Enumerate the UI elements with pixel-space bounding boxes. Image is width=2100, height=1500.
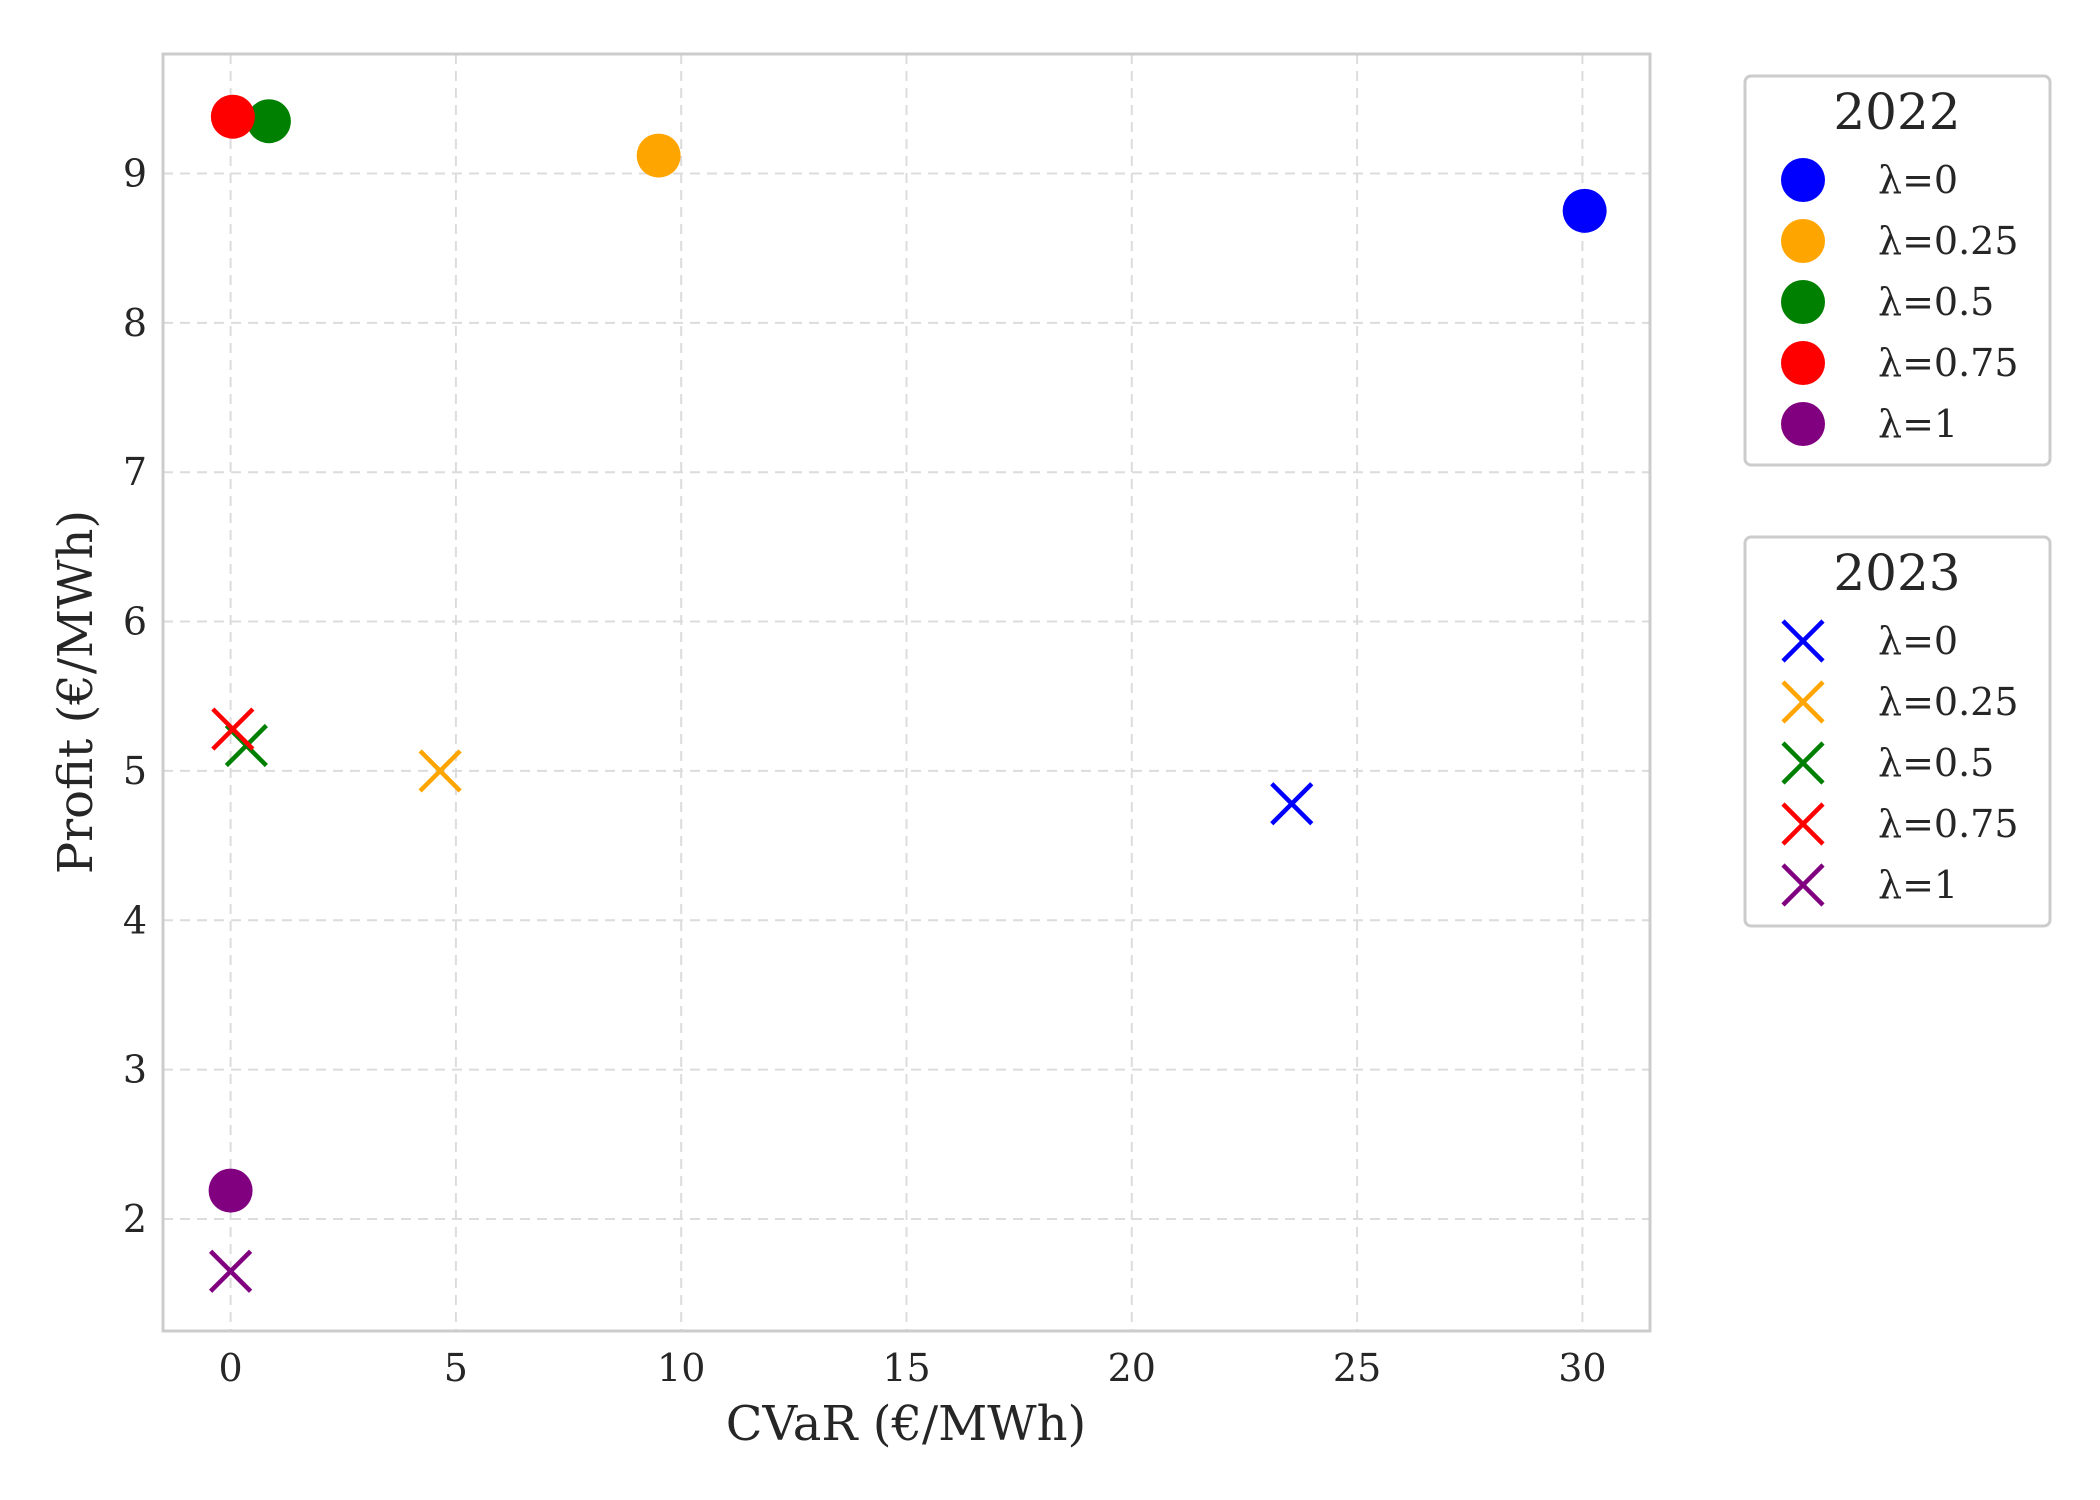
data-marks xyxy=(208,94,1607,1293)
legend-marker xyxy=(1781,680,1825,724)
legend-label: λ=1 xyxy=(1878,863,1958,907)
legend-marker xyxy=(1781,280,1825,324)
legend-label: λ=0 xyxy=(1878,158,1958,202)
legend-label: λ=0.75 xyxy=(1878,341,2019,385)
legend-marker xyxy=(1781,741,1825,785)
legend-marker xyxy=(1781,341,1825,385)
legend-marker xyxy=(1781,863,1825,907)
legend-label: λ=1 xyxy=(1878,402,1958,446)
x-tick-label: 5 xyxy=(444,1346,468,1390)
legend-label: λ=0.25 xyxy=(1878,219,2019,263)
y-tick-label: 9 xyxy=(123,151,147,195)
legend-marker xyxy=(1781,219,1825,263)
x-tick-label: 0 xyxy=(218,1346,242,1390)
y-axis-title: Profit (€/MWh) xyxy=(48,510,104,874)
legend-label: λ=0.75 xyxy=(1878,802,2019,846)
legend-marker xyxy=(1781,802,1825,846)
grid-lines xyxy=(163,54,1650,1331)
x-tick-label: 10 xyxy=(657,1346,705,1390)
circle-point-2022 xyxy=(210,94,255,139)
legend-label: λ=0.5 xyxy=(1878,741,1994,785)
x-tick-label: 25 xyxy=(1333,1346,1381,1390)
legend-2022: 2022 λ=0 λ=0.25 λ=0.5 λ=0.75 λ=1 xyxy=(1743,74,2052,467)
y-tick-label: 3 xyxy=(123,1048,147,1092)
y-tick-label: 8 xyxy=(123,301,147,345)
circle-point-2022 xyxy=(1562,188,1607,233)
x-axis-ticks: 0 5 10 15 20 25 30 xyxy=(218,1346,1606,1390)
x-axis-title: CVaR (€/MWh) xyxy=(726,1396,1087,1452)
cross-point-2023 xyxy=(418,749,462,793)
circle-point-2022 xyxy=(208,1168,253,1213)
legend-title: 2022 xyxy=(1833,83,1960,141)
legend-title: 2023 xyxy=(1833,544,1960,602)
cross-point-2023 xyxy=(211,707,255,751)
y-axis-ticks: 2 3 4 5 6 7 8 9 xyxy=(123,151,147,1240)
x-tick-label: 30 xyxy=(1558,1346,1606,1390)
y-tick-label: 7 xyxy=(123,450,147,494)
cross-point-2023 xyxy=(1270,782,1314,826)
legend-box xyxy=(1743,535,2052,928)
plot-area-frame xyxy=(161,52,1652,1333)
legend-label: λ=0.25 xyxy=(1878,680,2019,724)
legend-marker xyxy=(1781,619,1825,663)
legend-label: λ=0 xyxy=(1878,619,1958,663)
legend-label: λ=0.5 xyxy=(1878,280,1994,324)
x-tick-label: 20 xyxy=(1108,1346,1156,1390)
legend-2023: 2023 λ=0 λ=0.25 λ=0.5 λ=0.75 λ=1 xyxy=(1743,535,2052,928)
cross-point-2023 xyxy=(208,1249,253,1293)
y-tick-label: 2 xyxy=(123,1197,147,1241)
y-tick-label: 5 xyxy=(123,749,147,793)
y-tick-label: 6 xyxy=(123,600,147,644)
legends: 2022 λ=0 λ=0.25 λ=0.5 λ=0.75 λ=1 2023 λ=0 λ=0.25… xyxy=(1743,74,2052,928)
x-tick-label: 15 xyxy=(882,1346,930,1390)
circle-point-2022 xyxy=(246,99,291,144)
legend-marker xyxy=(1781,402,1825,446)
y-tick-label: 4 xyxy=(123,898,147,942)
legend-marker xyxy=(1781,158,1825,202)
circle-point-2022 xyxy=(636,133,681,178)
